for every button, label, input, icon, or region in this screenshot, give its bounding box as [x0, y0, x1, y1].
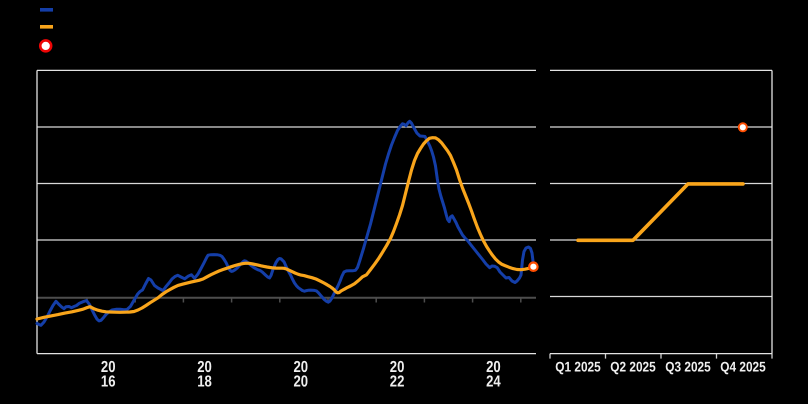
svg-text:Q3 2025: Q3 2025 [665, 359, 711, 375]
svg-text:20: 20 [101, 359, 116, 376]
svg-text:20: 20 [197, 359, 212, 376]
svg-text:22: 22 [390, 374, 405, 391]
svg-text:Q1 2025: Q1 2025 [555, 359, 601, 375]
svg-text:16: 16 [101, 374, 116, 391]
svg-text:24: 24 [486, 374, 501, 391]
svg-text:18: 18 [197, 374, 212, 391]
svg-text:Q4 2025: Q4 2025 [720, 359, 766, 375]
svg-text:20: 20 [486, 359, 501, 376]
svg-text:20: 20 [390, 359, 405, 376]
svg-text:Q2 2025: Q2 2025 [610, 359, 656, 375]
svg-text:20: 20 [294, 359, 309, 376]
svg-text:20: 20 [294, 374, 309, 391]
